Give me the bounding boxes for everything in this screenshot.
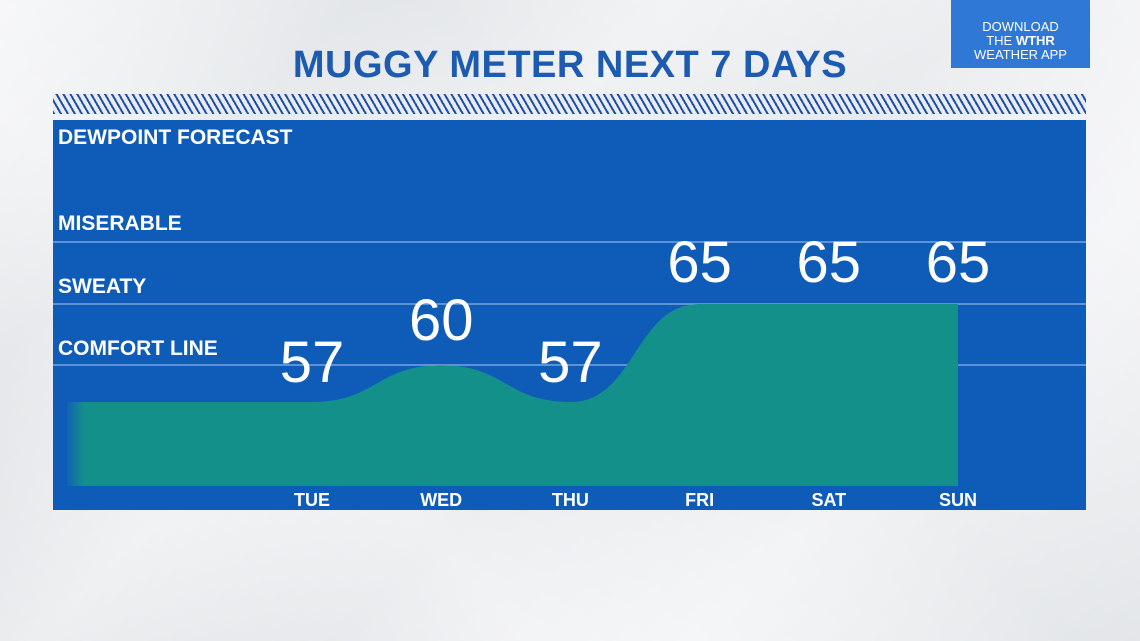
value-label-thu: 57 <box>538 330 603 395</box>
promo-line-1: DOWNLOAD <box>982 19 1059 34</box>
value-label-wed: 60 <box>409 288 474 353</box>
chart-subtitle: DEWPOINT FORECAST <box>58 126 293 149</box>
promo-line-3: WEATHER APP <box>974 47 1067 62</box>
promo-line-2-prefix: THE <box>986 33 1016 48</box>
value-label-sun: 65 <box>926 230 991 295</box>
app-promo-badge[interactable]: DOWNLOAD THE WTHR WEATHER APP <box>951 0 1090 68</box>
dewpoint-chart: DEWPOINT FORECAST MISERABLE SWEATY COMFORT… <box>53 126 1086 510</box>
value-label-fri: 65 <box>667 230 732 295</box>
value-label-sat: 65 <box>797 230 862 295</box>
promo-line-2: THE WTHR <box>951 34 1090 48</box>
category-label-wed: WED <box>420 490 462 510</box>
chart-panel: DEWPOINT FORECAST MISERABLE SWEATY COMFORT… <box>53 120 1086 510</box>
dewpoint-area <box>67 304 958 486</box>
category-label-tue: TUE <box>294 490 330 510</box>
promo-brand: WTHR <box>1015 33 1055 48</box>
level-label-miserable: MISERABLE <box>58 212 182 235</box>
hatched-divider <box>53 94 1086 114</box>
chart-title: MUGGY METER NEXT 7 DAYS <box>292 44 848 86</box>
category-label-fri: FRI <box>685 490 714 510</box>
category-label-thu: THU <box>552 490 589 510</box>
value-label-tue: 57 <box>280 330 345 395</box>
level-label-comfort-line: COMFORT LINE <box>58 337 218 360</box>
category-label-sat: SAT <box>811 490 846 510</box>
category-label-sun: SUN <box>939 490 977 510</box>
level-label-sweaty: SWEATY <box>58 275 146 298</box>
